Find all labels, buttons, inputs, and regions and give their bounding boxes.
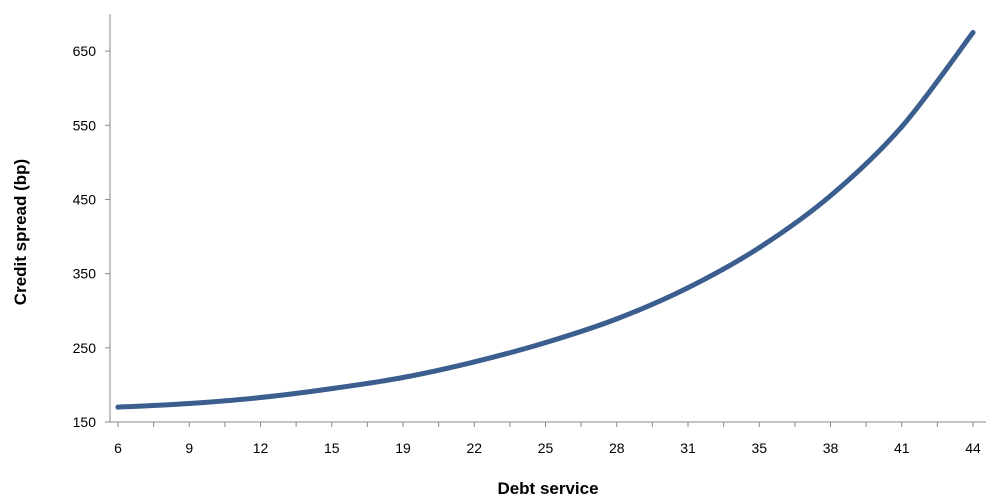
- y-tick-label: 550: [73, 117, 97, 133]
- y-tick-label: 350: [73, 266, 97, 282]
- series-group: [115, 30, 976, 410]
- data-point: [899, 124, 905, 130]
- data-point: [471, 359, 477, 365]
- y-tick-label: 450: [73, 191, 97, 207]
- data-point: [685, 285, 691, 291]
- x-tick-label: 41: [894, 440, 910, 456]
- data-point: [400, 374, 406, 380]
- series-line: [115, 30, 976, 410]
- y-tick-label: 250: [73, 340, 97, 356]
- data-point: [614, 316, 620, 322]
- x-tick-label: 35: [751, 440, 767, 456]
- x-tick-label: 28: [609, 440, 625, 456]
- x-tick-label: 15: [324, 440, 340, 456]
- x-tick-label: 19: [395, 440, 411, 456]
- data-point: [756, 245, 762, 251]
- data-point: [543, 340, 548, 346]
- y-tick-label: 650: [73, 43, 97, 59]
- y-axis-title: Credit spread (bp): [11, 159, 30, 305]
- x-axis: 6 9 12 15 19 22 25 28 31 35 38 41 44: [110, 421, 986, 456]
- x-tick-label: 44: [965, 440, 981, 456]
- x-tick-label: 9: [185, 440, 193, 456]
- x-tick-label: 22: [466, 440, 482, 456]
- data-point: [828, 193, 833, 199]
- x-tick-label: 38: [823, 440, 839, 456]
- x-tick-label: 6: [114, 440, 122, 456]
- y-tick-label: 150: [73, 414, 97, 430]
- x-tick-label: 25: [538, 440, 554, 456]
- data-point: [115, 404, 121, 410]
- data-point: [970, 30, 976, 36]
- data-point: [186, 400, 192, 406]
- data-point: [258, 395, 263, 401]
- data-point: [329, 386, 335, 392]
- x-tick-label: 31: [680, 440, 696, 456]
- y-axis: 150 250 350 450 550 650: [73, 14, 111, 430]
- x-axis-title: Debt service: [497, 479, 598, 498]
- x-tick-label: 12: [253, 440, 269, 456]
